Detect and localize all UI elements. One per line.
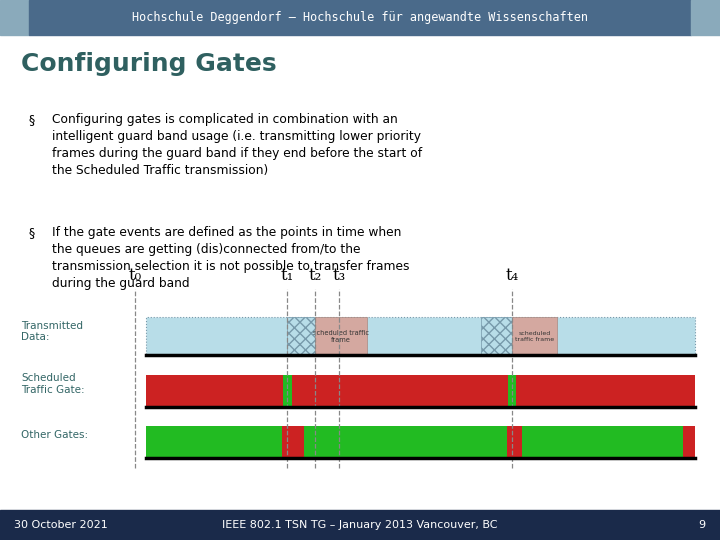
Text: Scheduled
Traffic Gate:: Scheduled Traffic Gate: [22, 373, 85, 395]
Bar [283, 375, 292, 407]
Text: Other Gates:: Other Gates: [22, 430, 89, 440]
Bar [512, 318, 557, 355]
Text: Configuring Gates: Configuring Gates [22, 52, 277, 76]
Text: Hochschule Deggendorf – Hochschule für angewandte Wissenschaften: Hochschule Deggendorf – Hochschule für a… [132, 11, 588, 24]
Text: If the gate events are defined as the points in time when
the queues are getting: If the gate events are defined as the po… [53, 226, 410, 290]
Bar [508, 375, 516, 407]
Bar [315, 318, 367, 355]
Text: t₀: t₀ [129, 267, 142, 285]
Bar [282, 426, 304, 458]
Text: t₁: t₁ [281, 267, 294, 285]
Bar [507, 426, 522, 458]
Text: §: § [28, 226, 35, 239]
Text: t₂: t₂ [308, 267, 322, 285]
Bar [145, 318, 696, 355]
Text: Configuring gates is complicated in combination with an
intelligent guard band u: Configuring gates is complicated in comb… [53, 113, 423, 177]
Text: §: § [28, 113, 35, 126]
Text: scheduled
traffic frame: scheduled traffic frame [515, 330, 554, 341]
Text: t₄: t₄ [505, 267, 518, 285]
Text: Transmitted
Data:: Transmitted Data: [22, 321, 84, 342]
Text: IEEE 802.1 TSN TG – January 2013 Vancouver, BC: IEEE 802.1 TSN TG – January 2013 Vancouv… [222, 520, 498, 530]
Text: 30 October 2021: 30 October 2021 [14, 520, 108, 530]
Bar [481, 318, 512, 355]
Bar [691, 0, 720, 35]
Bar [683, 426, 696, 458]
Text: scheduled traffic
frame: scheduled traffic frame [313, 329, 369, 342]
Text: t₃: t₃ [333, 267, 346, 285]
Bar [0, 0, 29, 35]
Text: 9: 9 [698, 520, 706, 530]
Bar [145, 375, 696, 407]
Bar [287, 318, 315, 355]
Bar [145, 426, 696, 458]
